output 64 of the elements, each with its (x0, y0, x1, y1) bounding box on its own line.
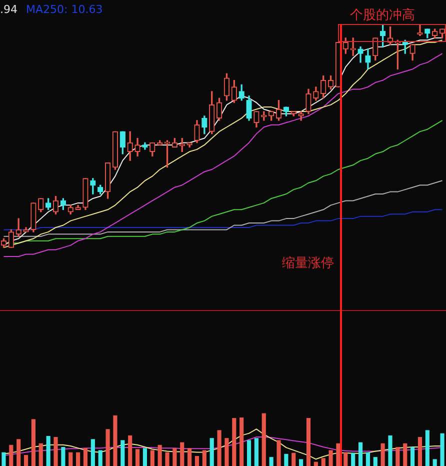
bar (76, 452, 80, 466)
bar (380, 443, 385, 466)
bar (351, 452, 356, 466)
bar (284, 454, 288, 466)
bar (150, 450, 154, 466)
bar (16, 439, 21, 466)
bar (292, 452, 296, 466)
bar (135, 449, 140, 466)
bar (358, 442, 363, 466)
bar (366, 452, 370, 466)
bar (314, 462, 318, 466)
bar (83, 448, 88, 466)
bar (202, 450, 206, 466)
bar (440, 433, 444, 466)
text: .94 (0, 3, 18, 16)
bar (269, 457, 274, 466)
bar (38, 443, 43, 466)
text: 个股的冲高 (350, 8, 415, 23)
text: 缩量涨停 (282, 256, 334, 271)
bar (113, 415, 118, 466)
bar (232, 418, 236, 466)
bar (306, 418, 311, 466)
bar (165, 452, 170, 466)
bar (54, 437, 58, 466)
bar (299, 459, 304, 466)
bar (396, 447, 400, 466)
bar (188, 448, 192, 466)
bar (128, 435, 132, 466)
bar (210, 438, 214, 466)
bar (61, 447, 66, 466)
bar (68, 452, 73, 466)
bar (254, 438, 258, 466)
bar (194, 456, 200, 466)
text: MA250: 10.63 (26, 3, 103, 16)
candlestick (417, 24, 423, 36)
bar (31, 419, 36, 466)
bar (172, 448, 177, 466)
bar (328, 450, 333, 466)
bar (120, 440, 125, 466)
bar (425, 430, 430, 466)
bar (46, 436, 50, 466)
bar (2, 452, 6, 466)
bar (418, 437, 422, 466)
bar (9, 444, 14, 466)
bar (373, 457, 378, 466)
bar (98, 450, 102, 466)
bar (180, 442, 184, 466)
bar (158, 444, 162, 466)
bar (142, 448, 147, 466)
bar (344, 452, 348, 466)
bar (106, 429, 110, 466)
bar (432, 459, 437, 466)
bar (224, 438, 229, 466)
bar (388, 435, 392, 466)
bar (246, 440, 252, 466)
bar (410, 447, 415, 466)
bar (90, 439, 95, 466)
bar (403, 443, 408, 466)
bar (276, 440, 281, 466)
bar (217, 430, 222, 466)
bar (262, 413, 266, 466)
bar (240, 417, 244, 466)
bar (24, 454, 28, 466)
bar (321, 458, 326, 466)
